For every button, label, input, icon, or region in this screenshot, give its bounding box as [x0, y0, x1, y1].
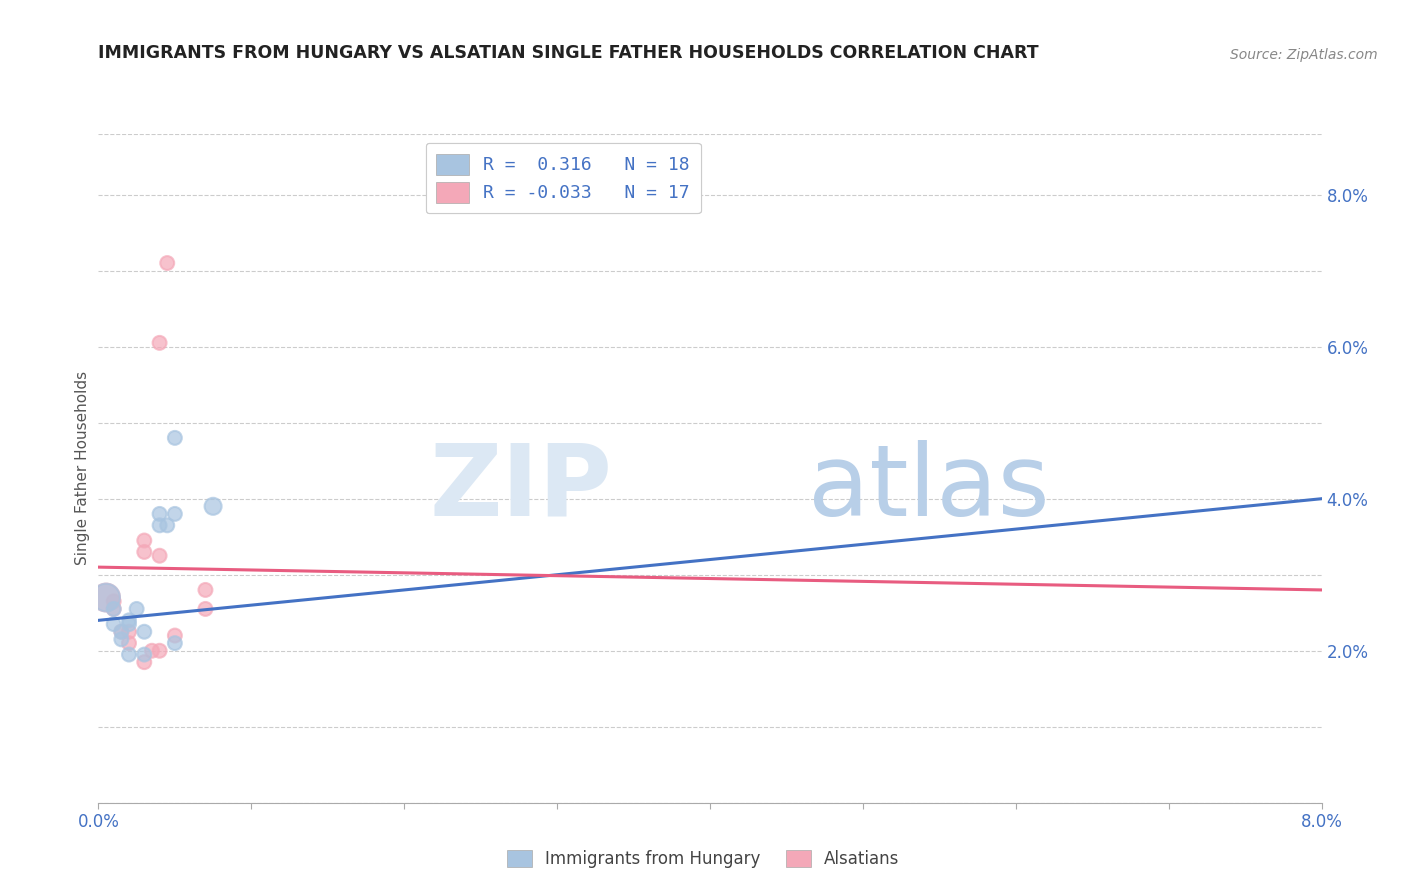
- Point: [163, 636, 186, 650]
- Point: [134, 624, 156, 639]
- Point: [163, 431, 186, 445]
- Text: IMMIGRANTS FROM HUNGARY VS ALSATIAN SINGLE FATHER HOUSEHOLDS CORRELATION CHART: IMMIGRANTS FROM HUNGARY VS ALSATIAN SING…: [98, 45, 1039, 62]
- Point: [149, 644, 172, 658]
- Point: [118, 624, 141, 639]
- Point: [134, 545, 156, 559]
- Point: [149, 549, 172, 563]
- Point: [149, 335, 172, 350]
- Text: atlas: atlas: [808, 440, 1049, 537]
- Point: [103, 617, 125, 632]
- Point: [194, 582, 217, 597]
- Point: [94, 591, 117, 605]
- Point: [149, 507, 172, 521]
- Point: [163, 507, 186, 521]
- Point: [103, 602, 125, 616]
- Point: [134, 533, 156, 548]
- Point: [156, 518, 179, 533]
- Point: [163, 628, 186, 642]
- Legend: Immigrants from Hungary, Alsatians: Immigrants from Hungary, Alsatians: [501, 843, 905, 875]
- Point: [110, 632, 132, 647]
- Point: [118, 636, 141, 650]
- Point: [118, 617, 141, 632]
- Point: [94, 591, 117, 605]
- Point: [202, 500, 225, 514]
- Text: Source: ZipAtlas.com: Source: ZipAtlas.com: [1230, 48, 1378, 62]
- Point: [156, 256, 179, 270]
- Point: [110, 624, 132, 639]
- Text: ZIP: ZIP: [429, 440, 612, 537]
- Point: [125, 602, 148, 616]
- Point: [110, 624, 132, 639]
- Y-axis label: Single Father Households: Single Father Households: [75, 371, 90, 566]
- Point: [134, 655, 156, 669]
- Legend: R =  0.316   N = 18, R = -0.033   N = 17: R = 0.316 N = 18, R = -0.033 N = 17: [426, 143, 700, 213]
- Point: [118, 648, 141, 662]
- Point: [141, 644, 163, 658]
- Point: [103, 594, 125, 608]
- Point: [103, 602, 125, 616]
- Point: [134, 648, 156, 662]
- Point: [118, 613, 141, 627]
- Point: [149, 518, 172, 533]
- Point: [194, 602, 217, 616]
